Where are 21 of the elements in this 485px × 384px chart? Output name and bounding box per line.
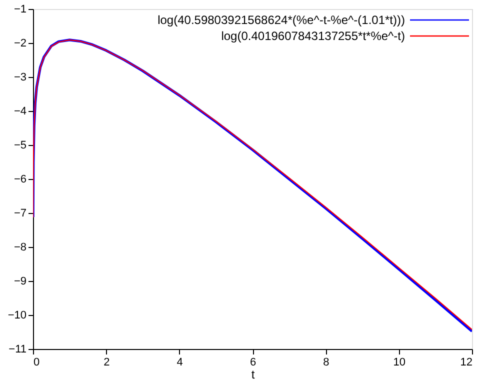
x-tick-label: 4 bbox=[176, 356, 183, 368]
x-tick-label: 8 bbox=[323, 356, 330, 368]
x-tick-label: 6 bbox=[250, 356, 256, 368]
y-tick-label: −11 bbox=[8, 344, 26, 356]
x-tick-label: 2 bbox=[104, 356, 110, 368]
x-tick-label: 0 bbox=[34, 356, 40, 368]
y-tick-label: −9 bbox=[14, 276, 26, 288]
legend-label: log(0.4019607843137255*t*%e^-t) bbox=[221, 29, 405, 43]
y-tick-label: −7 bbox=[14, 208, 26, 220]
y-tick-label: −2 bbox=[14, 38, 26, 50]
y-tick-label: −5 bbox=[14, 140, 26, 152]
y-tick-label: −1 bbox=[14, 4, 26, 16]
y-tick-label: −4 bbox=[14, 106, 26, 118]
y-tick-label: −3 bbox=[14, 72, 26, 84]
y-tick-label: −8 bbox=[14, 242, 26, 254]
x-axis-title: t bbox=[251, 368, 256, 382]
y-tick-label: −6 bbox=[14, 174, 26, 186]
y-tick-label: −10 bbox=[8, 310, 26, 322]
legend-label: log(40.59803921568624*(%e^-t-%e^-(1.01*t))) bbox=[158, 13, 406, 27]
x-tick-label: 10 bbox=[393, 356, 406, 368]
x-tick-label: 12 bbox=[460, 356, 472, 368]
